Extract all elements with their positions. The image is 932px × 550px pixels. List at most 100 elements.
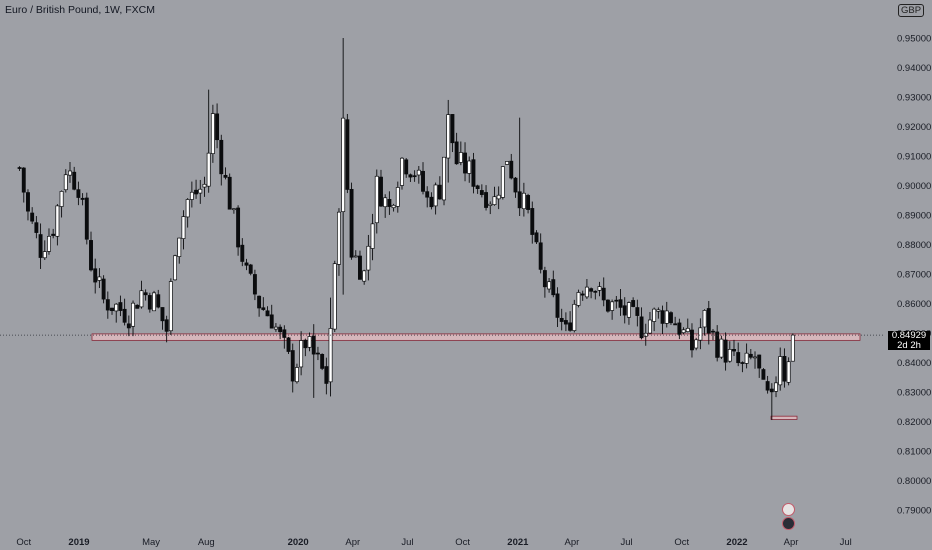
candle-bear bbox=[26, 192, 30, 212]
candle-bear bbox=[30, 212, 35, 222]
candle-bear bbox=[412, 175, 417, 178]
candle-bull bbox=[719, 338, 724, 358]
candle-bear bbox=[126, 323, 131, 329]
candle-bull bbox=[362, 270, 367, 282]
candle-bull bbox=[547, 281, 552, 290]
y-tick-label: 0.83000 bbox=[897, 388, 931, 399]
y-tick-label: 0.80000 bbox=[897, 476, 931, 487]
candle-bull bbox=[55, 205, 60, 237]
x-tick-label: Apr bbox=[345, 537, 360, 548]
candle-bear bbox=[311, 335, 316, 355]
y-tick-label: 0.91000 bbox=[897, 152, 931, 163]
candle-bear bbox=[118, 302, 123, 311]
candle-bull bbox=[177, 237, 182, 257]
candle-bear bbox=[345, 119, 350, 190]
candle-bear bbox=[84, 197, 89, 240]
candle-bear bbox=[248, 264, 253, 274]
candle-bull bbox=[189, 191, 194, 200]
candle-bear bbox=[711, 330, 715, 333]
target-box-rect bbox=[770, 415, 798, 420]
time-axis[interactable]: Oct 2019 May Aug 2020 Apr Jul Oct 2021 Apr Jul Oct 2… bbox=[16, 537, 851, 548]
y-tick-label: 0.82000 bbox=[897, 417, 931, 428]
candle-bear bbox=[736, 352, 741, 364]
candle-bear bbox=[677, 322, 682, 335]
current-price-label: 0.84929 2d 2h bbox=[888, 331, 930, 350]
candle-bear bbox=[252, 274, 257, 295]
candle-bear bbox=[223, 174, 228, 178]
candle-bear bbox=[269, 314, 274, 329]
y-tick-label: 0.92000 bbox=[897, 122, 931, 133]
candle-bear bbox=[105, 299, 110, 311]
candle-bull bbox=[185, 199, 190, 218]
candle-bear bbox=[51, 233, 56, 236]
y-tick-label: 0.94000 bbox=[897, 63, 931, 74]
candle-bear bbox=[387, 198, 392, 207]
candle-bull bbox=[400, 157, 404, 186]
candle-bear bbox=[219, 139, 224, 175]
candle-bull bbox=[774, 382, 778, 392]
x-tick-label: Jul bbox=[620, 537, 632, 548]
candle-bear bbox=[534, 232, 539, 243]
candle-bull bbox=[139, 290, 144, 308]
candle-bear bbox=[425, 191, 430, 198]
candle-bull bbox=[231, 208, 236, 211]
candle-bear bbox=[542, 270, 547, 288]
candle-bear bbox=[89, 240, 93, 271]
event-globe-icon[interactable] bbox=[782, 517, 795, 530]
candle-bear bbox=[110, 307, 114, 312]
candle-bear bbox=[160, 307, 165, 322]
candle-bull bbox=[458, 152, 463, 163]
candle-bear bbox=[320, 354, 325, 369]
candle-bear bbox=[194, 189, 199, 195]
x-tick-label: 2020 bbox=[288, 537, 309, 548]
candle-bull bbox=[505, 161, 510, 165]
candle-bear bbox=[639, 316, 644, 339]
candle-bear bbox=[101, 278, 106, 300]
candle-bear bbox=[349, 188, 354, 258]
y-tick-label: 0.87000 bbox=[897, 270, 931, 281]
candle-bear bbox=[559, 317, 564, 322]
candle-bear bbox=[215, 113, 220, 141]
candle-bear bbox=[782, 356, 787, 382]
candle-bull bbox=[597, 286, 602, 291]
candle-bear bbox=[555, 293, 560, 318]
event-flag-icon[interactable] bbox=[782, 503, 795, 516]
y-tick-label: 0.89000 bbox=[897, 211, 931, 222]
candle-bear bbox=[156, 294, 161, 308]
candle-bear bbox=[122, 308, 127, 323]
candle-bear bbox=[257, 295, 262, 309]
currency-button[interactable]: GBP bbox=[898, 4, 925, 17]
candle-bull bbox=[366, 245, 371, 271]
support-zone-rect bbox=[91, 333, 861, 341]
candle-bear bbox=[740, 362, 745, 364]
candle-bull bbox=[744, 352, 749, 364]
candle-bear bbox=[580, 293, 585, 296]
candle-bear bbox=[135, 304, 140, 309]
y-tick-label: 0.90000 bbox=[897, 181, 931, 192]
candle-bear bbox=[471, 159, 476, 187]
candle-bull bbox=[202, 183, 207, 188]
candle-bull bbox=[68, 170, 72, 176]
candle-bear bbox=[732, 349, 736, 352]
candle-bear bbox=[244, 262, 249, 266]
candle-bear bbox=[706, 308, 711, 334]
support-zone bbox=[91, 333, 861, 420]
candle-bear bbox=[475, 185, 480, 189]
candle-bear bbox=[479, 190, 484, 195]
candle-bear bbox=[601, 287, 606, 301]
candle-bear bbox=[509, 160, 514, 179]
candle-bear bbox=[769, 388, 774, 393]
candle-bull bbox=[656, 309, 661, 312]
x-tick-label: Apr bbox=[565, 537, 580, 548]
candle-bull bbox=[702, 310, 707, 328]
candle-bear bbox=[631, 300, 636, 307]
candle-bull bbox=[492, 196, 497, 205]
candle-bull bbox=[59, 191, 64, 207]
candle-bull bbox=[442, 156, 446, 201]
price-axis[interactable]: 0.95000 0.94000 0.93000 0.92000 0.91000 0.900… bbox=[897, 34, 931, 517]
candle-bull bbox=[63, 174, 68, 191]
x-tick-label: Aug bbox=[198, 537, 215, 548]
candle-bear bbox=[450, 114, 455, 144]
y-tick-label: 0.86000 bbox=[897, 299, 931, 310]
